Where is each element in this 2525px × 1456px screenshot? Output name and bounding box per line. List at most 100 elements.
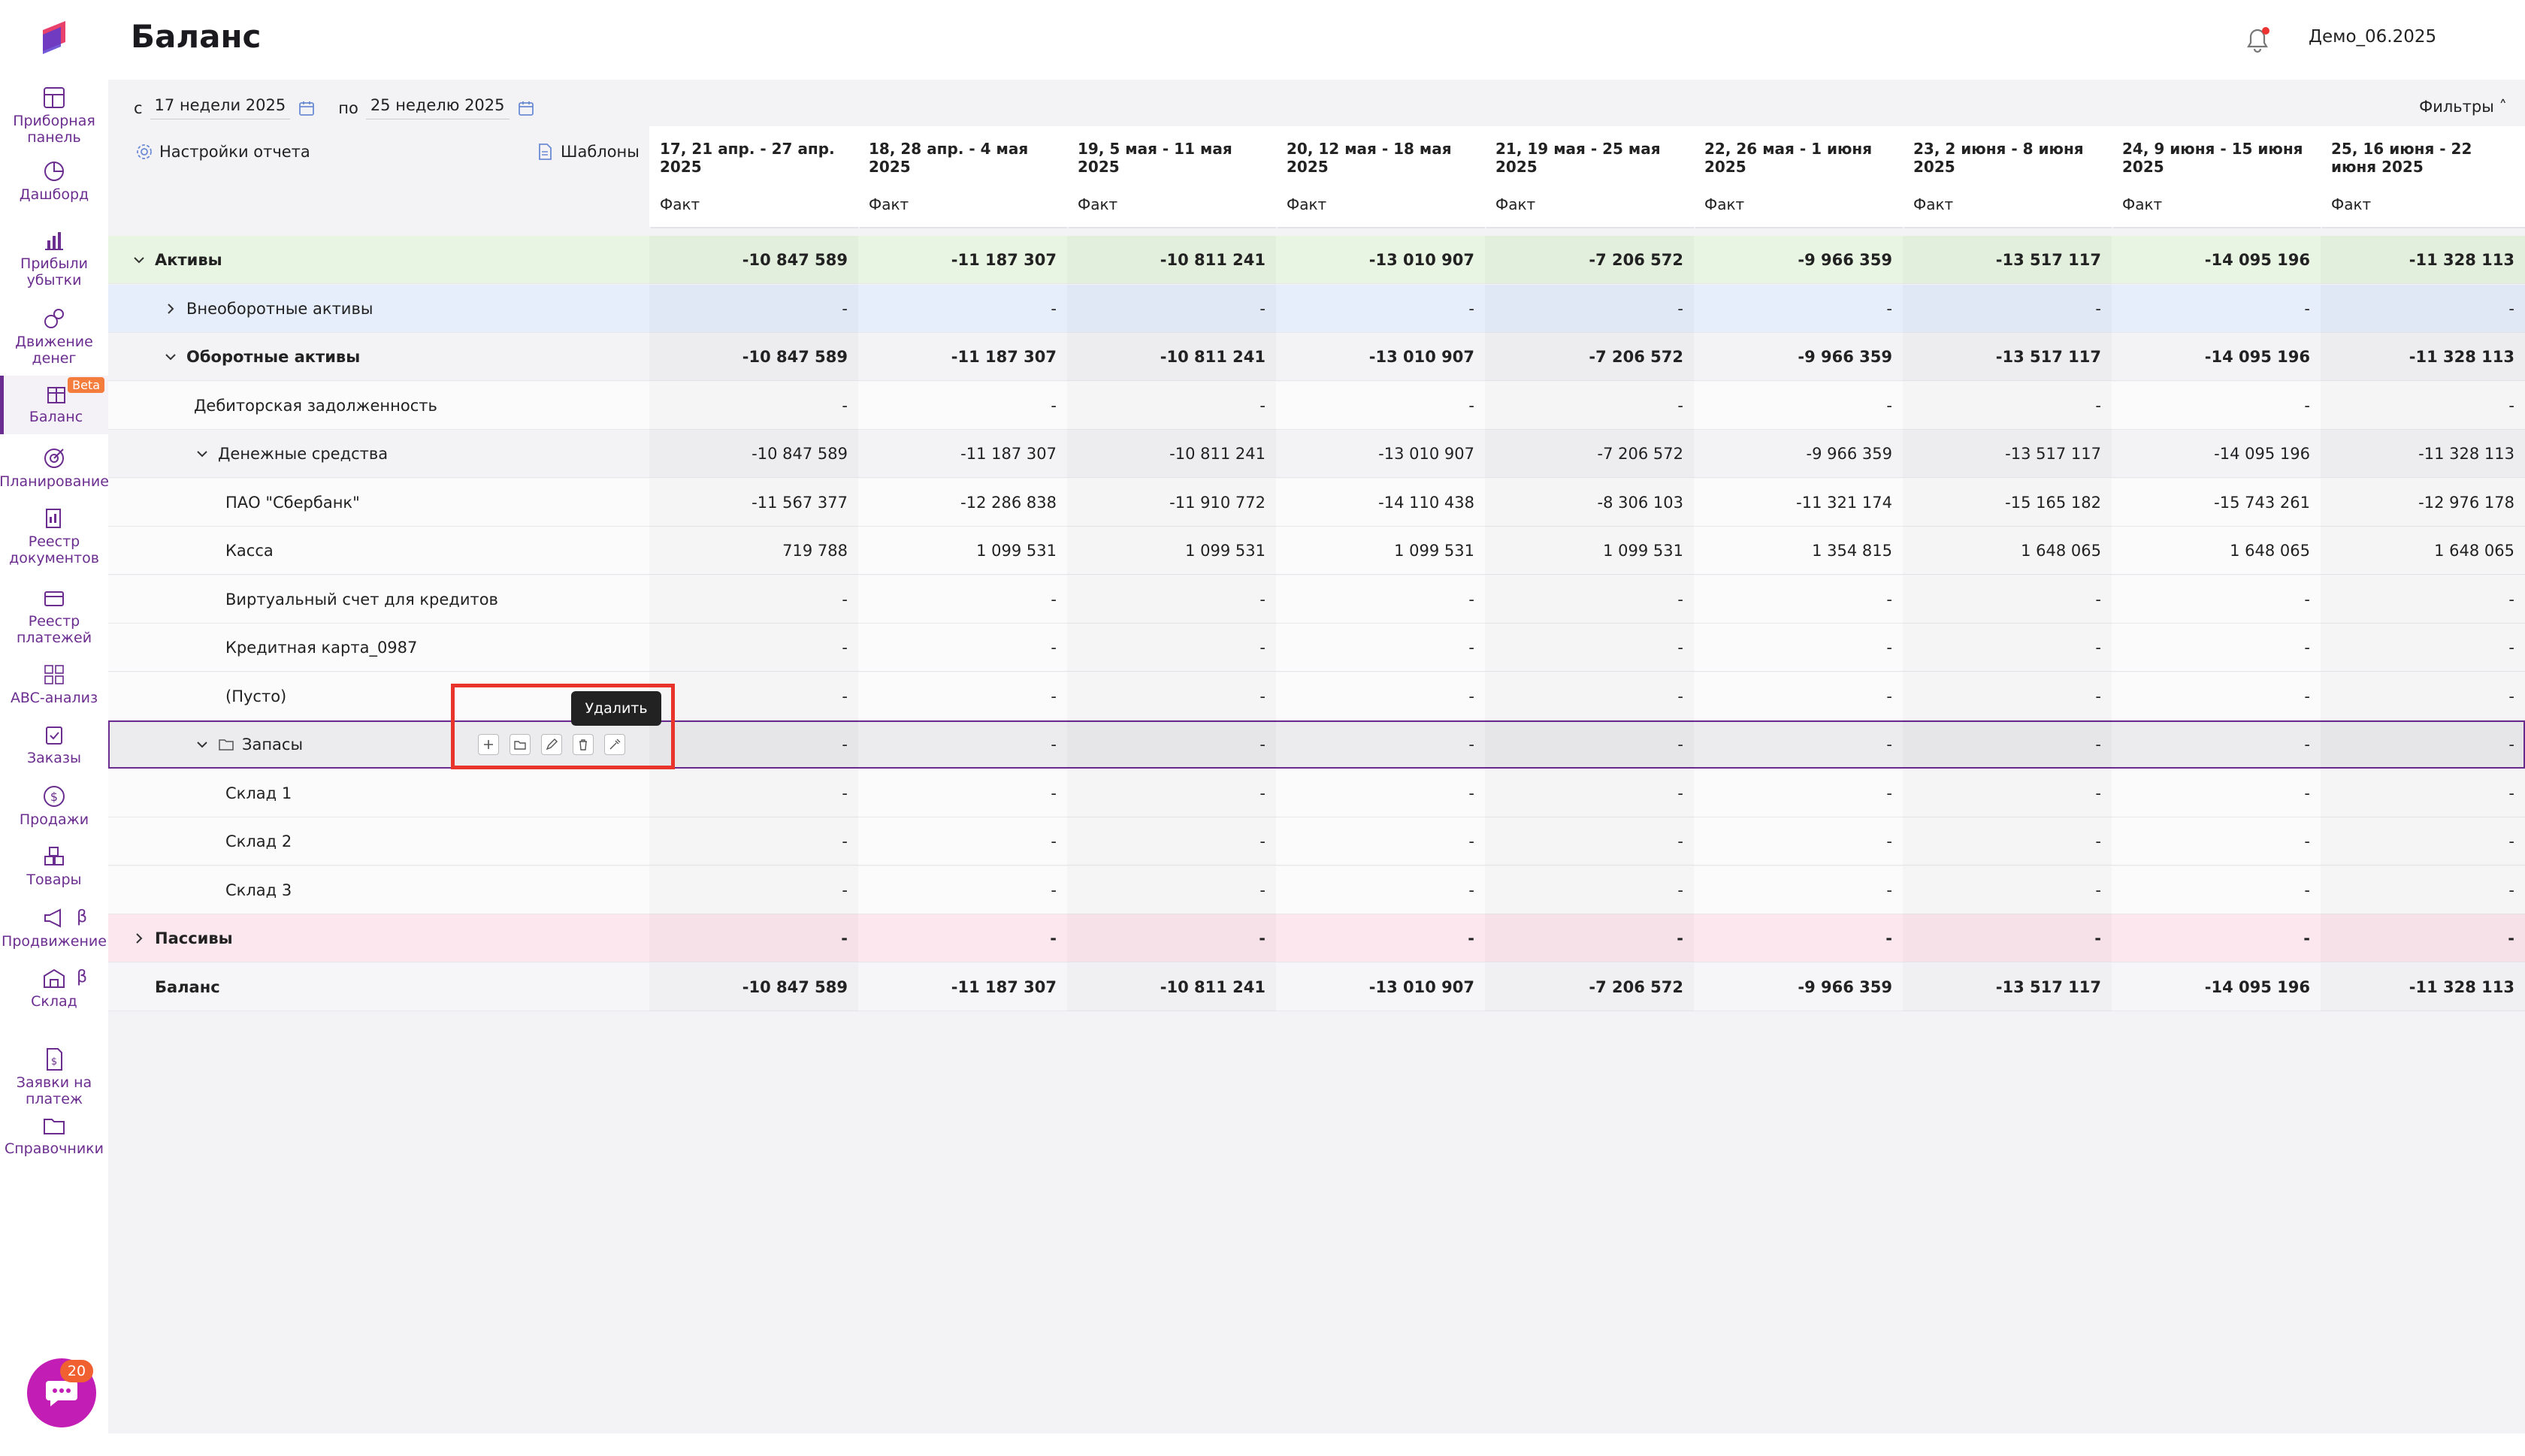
bell-icon[interactable] bbox=[2242, 26, 2272, 56]
edit-button[interactable] bbox=[541, 734, 562, 755]
calendar-icon[interactable] bbox=[517, 99, 535, 117]
column-fact-label: Факт bbox=[1078, 195, 1118, 213]
table-cell: - bbox=[1903, 720, 2112, 769]
sidebar-item-warehouse[interactable]: Склад β bbox=[0, 965, 108, 1010]
svg-text:$: $ bbox=[50, 790, 58, 804]
table-cell: -10 811 241 bbox=[1067, 333, 1276, 381]
table-row[interactable]: Касса 719 788 1 099 531 1 099 531 1 099 531 1… bbox=[108, 527, 2525, 575]
add-button[interactable] bbox=[478, 734, 499, 755]
row-label-wrap: Оборотные активы bbox=[162, 333, 360, 381]
table-row[interactable]: Дебиторская задолженность - - - - - - - - - bbox=[108, 381, 2525, 430]
table-row[interactable]: Кредитная карта_0987- - - - - - - - - bbox=[108, 624, 2525, 672]
user-name[interactable]: Демо_06.2025 bbox=[2309, 27, 2437, 47]
table-cell: - bbox=[2321, 866, 2525, 914]
column-fact-label: Факт bbox=[2331, 195, 2372, 213]
calendar-icon[interactable] bbox=[298, 99, 316, 117]
table-row[interactable]: Пассивы - - - - - - - - - bbox=[108, 914, 2525, 962]
table-cell: - bbox=[649, 382, 858, 430]
row-label: Склад 1 bbox=[225, 784, 292, 802]
sidebar-item-pie-chart[interactable]: Дашборд bbox=[0, 158, 108, 203]
sidebar-item-boxes[interactable]: Товары bbox=[0, 843, 108, 888]
sidebar-item-request[interactable]: $ Заявки на платеж bbox=[0, 1046, 108, 1107]
beta-badge: Beta bbox=[68, 377, 104, 393]
chat-icon bbox=[46, 1381, 77, 1406]
sidebar-item-label: Дашборд bbox=[19, 186, 89, 203]
table-row[interactable]: Склад 2--------- bbox=[108, 817, 2525, 865]
column-period: 22, 26 мая - 1 июня 2025 bbox=[1704, 140, 1873, 176]
table-row[interactable]: Оборотные активы -10 847 589 -11 187 307 -1… bbox=[108, 333, 2525, 381]
table-row[interactable]: Виртуальный счет для кредитов - - - - - - - - - bbox=[108, 575, 2525, 624]
table-cell: -14 095 196 bbox=[2214, 445, 2310, 463]
chevron-down-icon[interactable] bbox=[194, 446, 210, 462]
table-cell: -14 110 438 bbox=[1378, 493, 1474, 512]
sidebar-item-dollar[interactable]: $ Продажи bbox=[0, 783, 108, 828]
templates-button[interactable]: Шаблоны bbox=[537, 143, 640, 161]
table-cell: - bbox=[1468, 396, 1474, 415]
sidebar-item-payments[interactable]: Реестр платежей bbox=[0, 585, 108, 646]
chevron-right-icon[interactable] bbox=[162, 301, 179, 317]
orders-icon bbox=[46, 726, 62, 745]
sidebar-item-label: Приборная панель bbox=[13, 113, 95, 146]
report-settings-button[interactable]: Настройки отчета bbox=[135, 143, 310, 161]
table-cell: - bbox=[1886, 299, 1892, 318]
table-cell: - bbox=[2304, 736, 2310, 754]
table-cell: - bbox=[1468, 639, 1474, 657]
table-row[interactable]: Запасы - - - - - - - - - bbox=[108, 720, 2525, 769]
sidebar-item-dashboard[interactable]: Приборная панель bbox=[0, 84, 108, 146]
folder-button[interactable] bbox=[510, 734, 531, 755]
table-cell: - bbox=[1485, 769, 1694, 817]
trash-button[interactable] bbox=[573, 734, 594, 755]
table-cell: - bbox=[1886, 396, 1892, 415]
column-header: 17, 21 апр. - 27 апр. 2025 Факт bbox=[649, 126, 858, 228]
table-row[interactable]: Склад 3--------- bbox=[108, 865, 2525, 914]
table-row[interactable]: Склад 1--------- bbox=[108, 769, 2525, 817]
table-cell: - bbox=[1485, 672, 1694, 720]
chevron-down-icon[interactable] bbox=[194, 736, 210, 753]
top-header: Баланс Демо_06.2025 Д ⋮ bbox=[108, 0, 2525, 80]
sidebar-item-folder[interactable]: Справочники bbox=[0, 1112, 108, 1157]
row-label-wrap: Склад 2 bbox=[225, 817, 292, 865]
table-row[interactable]: Активы -10 847 589 -11 187 307 -10 811 241 -… bbox=[108, 236, 2525, 284]
sidebar-item-documents[interactable]: Реестр документов bbox=[0, 505, 108, 566]
column-fact-label: Факт bbox=[1704, 195, 1745, 213]
table-row[interactable]: Внеоборотные активы - - - - - - - - - bbox=[108, 284, 2525, 333]
table-cell: -10 811 241 bbox=[1067, 963, 1276, 1011]
chevron-down-icon[interactable] bbox=[162, 349, 179, 365]
megaphone-icon bbox=[44, 908, 61, 928]
sidebar-item-bar-chart[interactable]: Прибыли убытки bbox=[0, 227, 108, 288]
sidebar-item-balance[interactable]: Баланс Beta bbox=[0, 376, 108, 434]
table-cell: -9 966 359 bbox=[1806, 445, 1892, 463]
table-cell: -12 286 838 bbox=[960, 493, 1057, 512]
to-week-input[interactable]: 25 неделю 2025 bbox=[365, 96, 510, 119]
from-week-input[interactable]: 17 недели 2025 bbox=[150, 96, 291, 119]
pipette-button[interactable] bbox=[604, 734, 625, 755]
row-label-wrap: Баланс bbox=[131, 963, 220, 1011]
column-header: 24, 9 июня - 15 июня 2025 Факт bbox=[2112, 126, 2321, 228]
table-cell: - bbox=[1886, 832, 1892, 850]
sidebar-item-megaphone[interactable]: Продвижение β bbox=[0, 905, 108, 950]
row-label: Оборотные активы bbox=[186, 348, 361, 366]
table-cell: -13 010 907 bbox=[1368, 251, 1474, 269]
table-cell: - bbox=[2304, 639, 2310, 657]
sidebar-item-orders[interactable]: Заказы bbox=[0, 721, 108, 766]
sidebar-item-money-flow[interactable]: Движение денег bbox=[0, 305, 108, 367]
balance-icon bbox=[47, 387, 65, 403]
table-row[interactable]: (Пусто) - - - - - - - - - bbox=[108, 672, 2525, 720]
sidebar-item-abc[interactable]: ABC-анализ bbox=[0, 661, 108, 706]
table-row[interactable]: Баланс -10 847 589 -11 187 307 -10 811 241 -… bbox=[108, 962, 2525, 1011]
app-logo-icon[interactable] bbox=[38, 20, 70, 56]
sidebar-item-target[interactable]: Планирование bbox=[0, 445, 109, 490]
bar-chart-icon bbox=[45, 232, 63, 250]
chevron-down-icon[interactable] bbox=[131, 252, 147, 268]
column-period: 20, 12 мая - 18 мая 2025 bbox=[1287, 140, 1452, 176]
row-label: Дебиторская задолженность bbox=[194, 396, 437, 415]
table-row[interactable]: ПАО "Сбербанк" -11 567 377 -12 286 838 -11 … bbox=[108, 478, 2525, 527]
row-label: Баланс bbox=[155, 977, 220, 996]
table-cell: - bbox=[2321, 672, 2525, 720]
table-cell: - bbox=[649, 769, 858, 817]
chevron-right-icon[interactable] bbox=[131, 930, 147, 947]
row-label-wrap: Пассивы bbox=[131, 914, 233, 962]
table-row[interactable]: Денежные средства -10 847 589 -11 187 307-… bbox=[108, 430, 2525, 478]
table-cell: -9 966 359 bbox=[1798, 977, 1892, 996]
filters-toggle[interactable]: Фильтры ˄ bbox=[2419, 98, 2507, 116]
